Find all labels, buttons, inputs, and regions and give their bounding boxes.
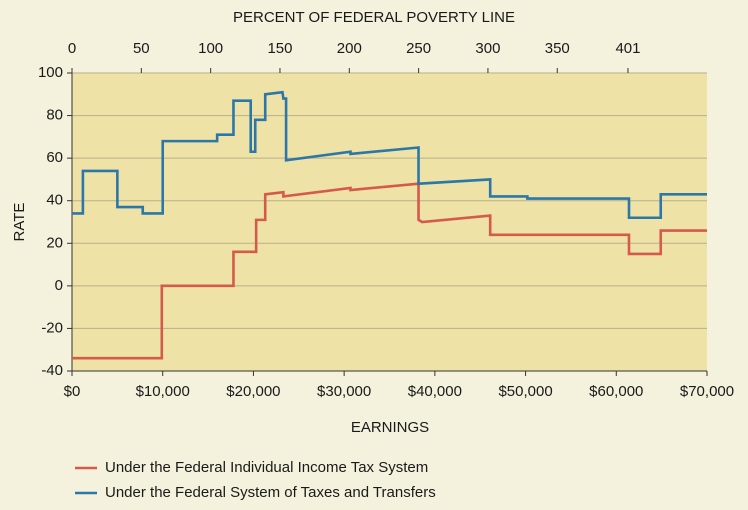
- x-tick-label: $60,000: [589, 383, 643, 400]
- x2-tick-label: 100: [198, 40, 223, 57]
- x-tick-label: $30,000: [317, 383, 371, 400]
- y-tick-label: -20: [41, 319, 63, 336]
- plot-area: [72, 73, 707, 371]
- x2-tick-label: 150: [267, 40, 292, 57]
- y-axis-label: RATE: [11, 203, 28, 242]
- x-tick-label: $40,000: [408, 383, 462, 400]
- x-tick-label: $20,000: [226, 383, 280, 400]
- x2-tick-label: 350: [545, 40, 570, 57]
- x-tick-label: $50,000: [498, 383, 552, 400]
- y-tick-label: 40: [46, 192, 63, 209]
- x2-tick-label: 300: [475, 40, 500, 57]
- chart-title: PERCENT OF FEDERAL POVERTY LINE: [233, 9, 515, 26]
- x2-tick-label: 0: [68, 40, 76, 57]
- legend-label: Under the Federal System of Taxes and Tr…: [105, 484, 436, 501]
- data-line: [72, 182, 707, 360]
- x-tick-label: $70,000: [680, 383, 734, 400]
- x2-tick-label: 401: [615, 40, 640, 57]
- x2-tick-label: 50: [133, 40, 150, 57]
- legend-label: Under the Federal Individual Income Tax …: [105, 459, 428, 476]
- x-tick-label: $10,000: [136, 383, 190, 400]
- y-tick-label: 0: [55, 277, 63, 294]
- y-tick-label: 20: [46, 234, 63, 251]
- y-tick-label: 100: [38, 64, 63, 81]
- y-tick-label: -40: [41, 362, 63, 379]
- y-tick-label: 60: [46, 149, 63, 166]
- x-axis-label: EARNINGS: [351, 419, 429, 436]
- x2-tick-label: 200: [337, 40, 362, 57]
- y-tick-label: 80: [46, 107, 63, 124]
- x2-tick-label: 250: [406, 40, 431, 57]
- data-line: [72, 90, 707, 220]
- x-tick-label: $0: [64, 383, 81, 400]
